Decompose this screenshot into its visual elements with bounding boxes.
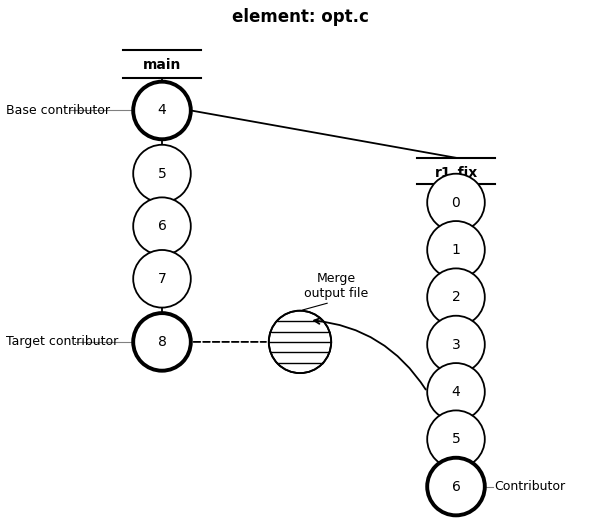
Ellipse shape <box>427 410 485 468</box>
Text: 7: 7 <box>158 272 166 286</box>
Text: 4: 4 <box>158 104 166 117</box>
Ellipse shape <box>133 145 191 203</box>
Ellipse shape <box>269 311 331 373</box>
Text: 0: 0 <box>452 196 460 209</box>
Text: element: opt.c: element: opt.c <box>232 8 368 26</box>
Text: Base contributor: Base contributor <box>6 104 110 117</box>
Ellipse shape <box>427 221 485 279</box>
Ellipse shape <box>427 363 485 421</box>
Text: 4: 4 <box>452 385 460 399</box>
Text: 6: 6 <box>158 219 166 233</box>
Text: 8: 8 <box>158 335 166 349</box>
Text: 3: 3 <box>452 338 460 351</box>
Text: 2: 2 <box>452 290 460 304</box>
Text: Contributor: Contributor <box>494 480 565 493</box>
Ellipse shape <box>427 458 485 515</box>
Ellipse shape <box>133 250 191 308</box>
Ellipse shape <box>133 82 191 139</box>
Text: r1_fix: r1_fix <box>434 166 478 180</box>
Ellipse shape <box>427 316 485 373</box>
Text: main: main <box>143 58 181 72</box>
Text: 1: 1 <box>452 243 460 257</box>
Text: 5: 5 <box>452 432 460 446</box>
Ellipse shape <box>427 268 485 326</box>
Text: Merge
output file: Merge output file <box>304 272 368 300</box>
Ellipse shape <box>133 197 191 255</box>
Text: Target contributor: Target contributor <box>6 336 118 348</box>
Text: 6: 6 <box>452 480 460 493</box>
Ellipse shape <box>133 313 191 371</box>
Text: 5: 5 <box>158 167 166 180</box>
Ellipse shape <box>427 174 485 231</box>
